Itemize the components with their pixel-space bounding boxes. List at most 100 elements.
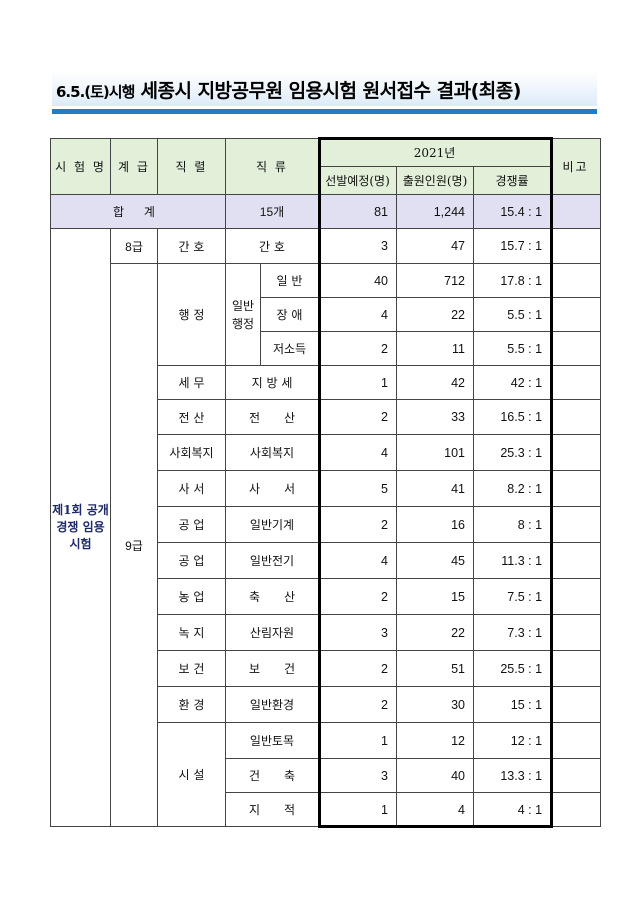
ratio-cell: 16.5 : 1 <box>472 399 552 435</box>
table-row: 장 애 4 22 5.5 : 1 <box>51 297 602 332</box>
applicants-cell: 41 <box>396 470 474 507</box>
category-cell: 일반전기 <box>225 542 319 579</box>
applicants-cell: 4 <box>396 792 474 827</box>
ratio-cell: 15 : 1 <box>472 686 552 723</box>
applicants-cell: 33 <box>396 399 474 435</box>
ratio-cell: 17.8 : 1 <box>472 263 552 298</box>
category-cell: 지 적 <box>225 792 319 827</box>
category-cell: 장 애 <box>260 297 319 332</box>
ratio-cell: 12 : 1 <box>472 722 552 759</box>
title-main: 세종시 지방공무원 임용시험 원서접수 결과(최종) <box>140 80 522 102</box>
ratio-cell: 4 : 1 <box>472 792 552 827</box>
note-cell <box>550 792 602 827</box>
ratio-cell: 8.2 : 1 <box>472 470 552 507</box>
applicants-cell: 40 <box>396 758 474 793</box>
planned-cell: 2 <box>318 331 397 366</box>
table-row: 건 축 3 40 13.3 : 1 <box>51 758 602 793</box>
note-cell <box>550 470 602 507</box>
total-categories: 15개 <box>225 194 319 229</box>
ratio-cell: 15.7 : 1 <box>472 228 552 264</box>
planned-cell: 2 <box>318 506 397 543</box>
note-cell <box>550 297 602 332</box>
results-table: 시 험 명 계 급 직 렬 직 류 2021년 비고 선발예정(명) 출원인원(… <box>50 138 602 827</box>
planned-cell: 3 <box>318 614 397 651</box>
series-cell: 행 정 <box>157 263 226 366</box>
total-note <box>550 194 602 229</box>
series-cell: 녹 지 <box>157 614 226 651</box>
category-cell: 저소득 <box>260 331 319 366</box>
note-cell <box>550 686 602 723</box>
ratio-cell: 25.5 : 1 <box>472 650 552 687</box>
grade-cell: 8급 <box>110 228 158 264</box>
series-cell: 사 서 <box>157 470 226 507</box>
planned-cell: 1 <box>318 792 397 827</box>
planned-cell: 3 <box>318 228 397 264</box>
note-cell <box>550 399 602 435</box>
ratio-cell: 7.5 : 1 <box>472 578 552 615</box>
applicants-cell: 16 <box>396 506 474 543</box>
page-title: 6.5.(토)시행 세종시 지방공무원 임용시험 원서접수 결과(최종) <box>56 76 521 103</box>
note-cell <box>550 228 602 264</box>
planned-cell: 4 <box>318 297 397 332</box>
series-cell: 농 업 <box>157 578 226 615</box>
category-cell: 사 서 <box>225 470 319 507</box>
title-background <box>52 72 597 106</box>
category-cell: 사회복지 <box>225 434 319 471</box>
table-row: 환 경 일반환경 2 30 15 : 1 <box>51 686 602 723</box>
total-planned: 81 <box>318 194 397 229</box>
category-cell: 일반토목 <box>225 722 319 759</box>
planned-cell: 3 <box>318 758 397 793</box>
category-cell: 일반기계 <box>225 506 319 543</box>
total-row: 합 계 15개 81 1,244 15.4 : 1 <box>50 194 602 229</box>
title-prefix: 6.5.(토)시행 <box>56 83 135 101</box>
planned-cell: 2 <box>318 686 397 723</box>
ratio-cell: 11.3 : 1 <box>472 542 552 579</box>
table-row: 사회복지 사회복지 4 101 25.3 : 1 <box>51 434 602 471</box>
planned-cell: 1 <box>318 365 397 400</box>
grade-cell: 9급 <box>110 263 158 827</box>
planned-cell: 5 <box>318 470 397 507</box>
total-label: 합 계 <box>50 194 226 229</box>
header-note: 비고 <box>550 138 602 195</box>
note-cell <box>550 542 602 579</box>
series-cell: 사회복지 <box>157 434 226 471</box>
header-exam-name: 시 험 명 <box>50 138 111 195</box>
series-cell: 공 업 <box>157 542 226 579</box>
note-cell <box>550 758 602 793</box>
category-cell: 건 축 <box>225 758 319 793</box>
series-cell: 보 건 <box>157 650 226 687</box>
applicants-cell: 51 <box>396 650 474 687</box>
ratio-cell: 5.5 : 1 <box>472 331 552 366</box>
ratio-cell: 42 : 1 <box>472 365 552 400</box>
exam-name-cell: 제1회 공개경쟁 임용시험 <box>50 228 111 827</box>
header-applicants: 출원인원(명) <box>396 166 474 195</box>
table-row: 저소득 2 11 5.5 : 1 <box>51 331 602 366</box>
table-row: 9급 행 정 일반행정 일 반 40 712 17.8 : 1 <box>51 263 602 827</box>
note-cell <box>550 722 602 759</box>
note-cell <box>550 506 602 543</box>
series-cell: 시 설 <box>157 722 226 827</box>
applicants-cell: 101 <box>396 434 474 471</box>
header-year: 2021년 <box>317 138 552 167</box>
planned-cell: 2 <box>318 399 397 435</box>
applicants-cell: 11 <box>396 331 474 366</box>
header-grade: 계 급 <box>110 138 158 195</box>
applicants-cell: 30 <box>396 686 474 723</box>
category-cell: 전 산 <box>225 399 319 435</box>
series-cell: 세 무 <box>157 365 226 400</box>
note-cell <box>550 434 602 471</box>
header-series: 직 렬 <box>157 138 226 195</box>
table-row: 녹 지 산림자원 3 22 7.3 : 1 <box>51 614 602 651</box>
category-cell: 보 건 <box>225 650 319 687</box>
planned-cell: 2 <box>318 578 397 615</box>
ratio-cell: 8 : 1 <box>472 506 552 543</box>
ratio-cell: 5.5 : 1 <box>472 297 552 332</box>
applicants-cell: 22 <box>396 614 474 651</box>
category-cell: 축 산 <box>225 578 319 615</box>
category-cell: 산림자원 <box>225 614 319 651</box>
